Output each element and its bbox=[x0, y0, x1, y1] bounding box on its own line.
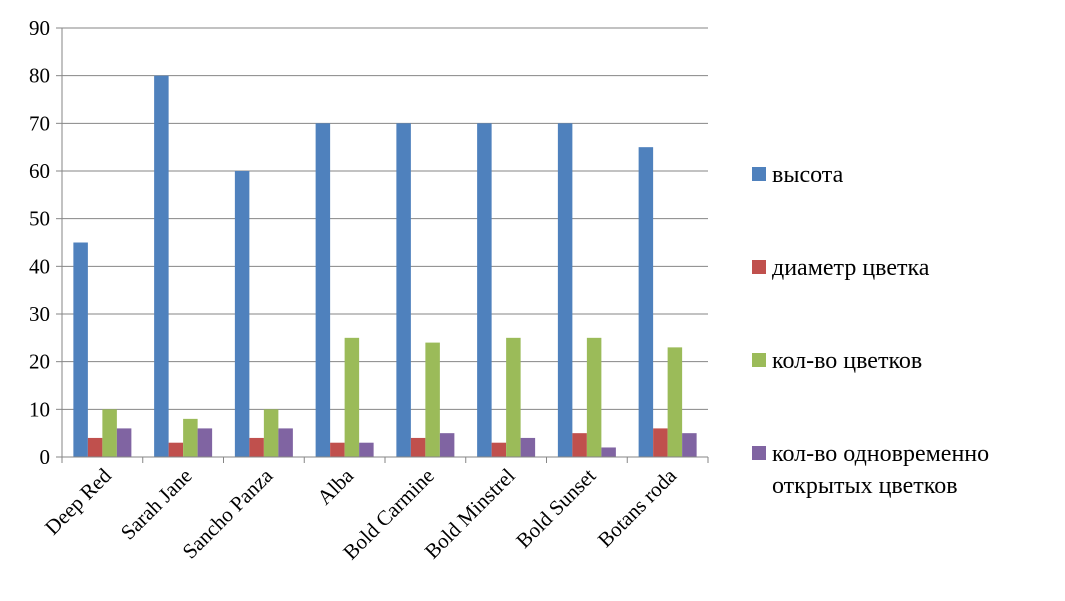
x-tick-label: Alba bbox=[312, 463, 358, 509]
y-tick-label: 0 bbox=[40, 445, 51, 469]
y-tick-label: 60 bbox=[29, 159, 50, 183]
bar bbox=[667, 347, 683, 457]
bar bbox=[572, 433, 587, 457]
legend: высота диаметр цветка кол-во цветков кол-во… bbox=[752, 162, 989, 499]
bar bbox=[439, 433, 455, 457]
bar bbox=[601, 447, 616, 457]
legend-swatch bbox=[752, 167, 766, 181]
legend-label: кол-во цветков bbox=[772, 348, 922, 374]
y-tick-label: 30 bbox=[29, 302, 50, 326]
bar bbox=[249, 437, 264, 457]
y-tick-label: 90 bbox=[29, 16, 50, 40]
legend-item: высота bbox=[752, 162, 844, 188]
x-tick-label: Bold Sunset bbox=[511, 463, 600, 552]
legend-label: кол-во одновременно bbox=[772, 441, 989, 467]
bar bbox=[102, 409, 117, 457]
bar bbox=[410, 437, 426, 457]
legend-label: диаметр цветка bbox=[772, 255, 930, 281]
y-tick-label: 50 bbox=[29, 207, 50, 231]
axes bbox=[56, 27, 709, 463]
bar bbox=[557, 123, 573, 457]
x-tick-label: Sarah Jane bbox=[116, 464, 197, 545]
bar bbox=[344, 337, 360, 457]
bar bbox=[315, 123, 331, 457]
legend-swatch bbox=[752, 446, 766, 460]
legend-swatch bbox=[752, 353, 766, 367]
y-tick-labels: 0 10 20 30 40 50 60 70 80 90 bbox=[29, 16, 50, 469]
bar bbox=[638, 147, 654, 457]
bar bbox=[477, 123, 492, 457]
bar bbox=[653, 428, 668, 457]
x-tick-label: Deep Red bbox=[40, 463, 116, 539]
bar bbox=[682, 433, 697, 457]
bar bbox=[197, 428, 213, 457]
y-tick-label: 10 bbox=[29, 397, 50, 421]
legend-item: диаметр цветка bbox=[752, 255, 930, 281]
bar bbox=[491, 442, 507, 457]
legend-item: кол-во одновременно открытых цветков bbox=[752, 441, 989, 499]
legend-label: открытых цветков bbox=[772, 473, 958, 499]
y-tick-label: 70 bbox=[29, 111, 50, 135]
bar bbox=[506, 337, 521, 457]
bar bbox=[263, 409, 279, 457]
x-tick-label: Botans roda bbox=[593, 463, 682, 552]
bar bbox=[586, 337, 602, 457]
bars bbox=[73, 75, 697, 458]
bar bbox=[396, 123, 411, 457]
bar bbox=[154, 75, 169, 458]
y-tick-label: 20 bbox=[29, 350, 50, 374]
bar bbox=[116, 428, 132, 457]
bar bbox=[183, 418, 198, 457]
legend-item: кол-во цветков bbox=[752, 348, 922, 374]
bar bbox=[87, 437, 103, 457]
legend-swatch bbox=[752, 260, 766, 274]
bar bbox=[73, 242, 88, 457]
bar bbox=[359, 442, 374, 457]
bar bbox=[278, 428, 293, 457]
bar bbox=[520, 437, 536, 457]
bar bbox=[330, 442, 345, 457]
bar bbox=[168, 442, 184, 457]
gridlines bbox=[62, 27, 708, 410]
bar bbox=[234, 171, 250, 457]
y-tick-label: 40 bbox=[29, 254, 50, 278]
y-tick-label: 80 bbox=[29, 64, 50, 88]
bar bbox=[425, 342, 440, 457]
legend-label: высота bbox=[772, 162, 844, 188]
